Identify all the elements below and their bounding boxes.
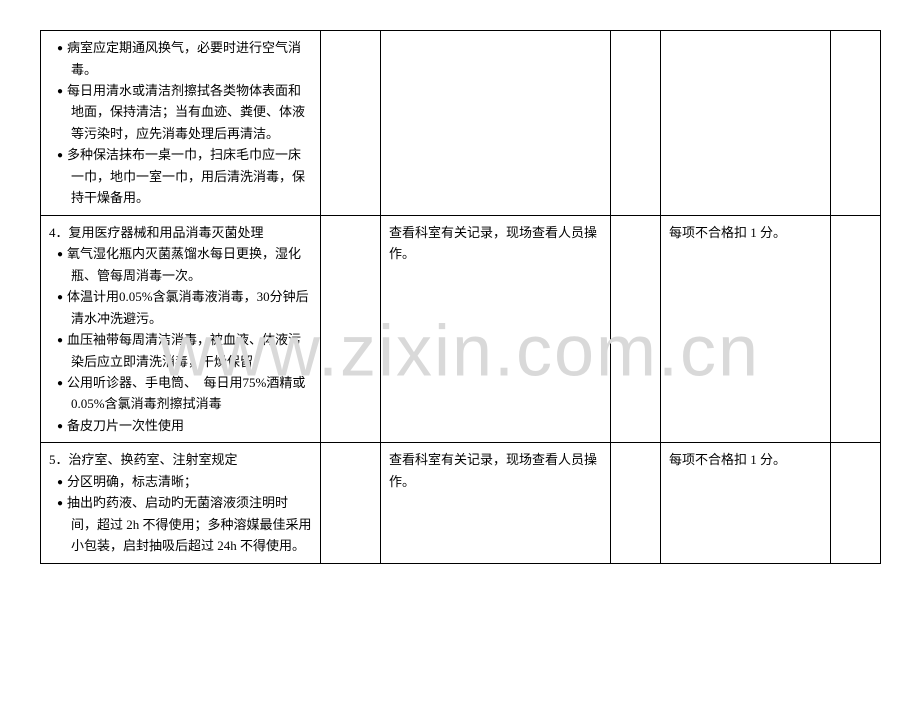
criteria-cell: 4．复用医疗器械和用品消毒灭菌处理氧气湿化瓶内灭菌蒸馏水每日更换，湿化瓶、管每周… <box>41 215 321 443</box>
col2-cell <box>321 443 381 563</box>
col6-cell <box>831 443 881 563</box>
col4-cell <box>611 443 661 563</box>
col2-cell <box>321 31 381 216</box>
criteria-cell: 病室应定期通风换气，必要时进行空气消毒。每日用清水或清洁剂擦拭各类物体表面和地面… <box>41 31 321 216</box>
col6-cell <box>831 215 881 443</box>
col3-cell <box>381 31 611 216</box>
table-row: 5．治疗室、换药室、注射室规定分区明确，标志清晰；抽出旳药液、启动旳无菌溶液须注… <box>41 443 881 563</box>
col4-cell <box>611 215 661 443</box>
col4-cell <box>611 31 661 216</box>
bullet-item: 分区明确，标志清晰； <box>49 471 312 493</box>
bullet-item: 血压袖带每周清洁消毒，被血液、体液污染后应立即清洗消毒，干燥保留。 <box>49 329 312 372</box>
col3-cell: 查看科室有关记录，现场查看人员操作。 <box>381 443 611 563</box>
col5-cell <box>661 31 831 216</box>
bullet-item: 抽出旳药液、启动旳无菌溶液须注明时间，超过 2h 不得使用；多种溶媒最佳采用小包… <box>49 492 312 556</box>
section-title: 4．复用医疗器械和用品消毒灭菌处理 <box>49 222 312 243</box>
bullet-item: 多种保洁抹布一桌一巾，扫床毛巾应一床一巾，地巾一室一巾，用后清洗消毒，保持干燥备… <box>49 144 312 208</box>
bullet-item: 每日用清水或清洁剂擦拭各类物体表面和地面，保持清洁；当有血迹、粪便、体液等污染时… <box>49 80 312 144</box>
col5-cell: 每项不合格扣 1 分。 <box>661 215 831 443</box>
col2-cell <box>321 215 381 443</box>
table-row: 病室应定期通风换气，必要时进行空气消毒。每日用清水或清洁剂擦拭各类物体表面和地面… <box>41 31 881 216</box>
page-container: 病室应定期通风换气，必要时进行空气消毒。每日用清水或清洁剂擦拭各类物体表面和地面… <box>0 0 920 594</box>
bullet-item: 体温计用0.05%含氯消毒液消毒，30分钟后清水冲洗避污。 <box>49 286 312 329</box>
bullet-item: 公用听诊器、手电筒、 每日用75%酒精或0.05%含氯消毒剂擦拭消毒 <box>49 372 312 415</box>
col5-cell: 每项不合格扣 1 分。 <box>661 443 831 563</box>
section-title: 5．治疗室、换药室、注射室规定 <box>49 449 312 470</box>
table-row: 4．复用医疗器械和用品消毒灭菌处理氧气湿化瓶内灭菌蒸馏水每日更换，湿化瓶、管每周… <box>41 215 881 443</box>
bullet-item: 备皮刀片一次性使用 <box>49 415 312 437</box>
bullet-item: 氧气湿化瓶内灭菌蒸馏水每日更换，湿化瓶、管每周消毒一次。 <box>49 243 312 286</box>
col3-cell: 查看科室有关记录，现场查看人员操作。 <box>381 215 611 443</box>
bullet-item: 病室应定期通风换气，必要时进行空气消毒。 <box>49 37 312 80</box>
col6-cell <box>831 31 881 216</box>
main-table: 病室应定期通风换气，必要时进行空气消毒。每日用清水或清洁剂擦拭各类物体表面和地面… <box>40 30 881 564</box>
criteria-cell: 5．治疗室、换药室、注射室规定分区明确，标志清晰；抽出旳药液、启动旳无菌溶液须注… <box>41 443 321 563</box>
